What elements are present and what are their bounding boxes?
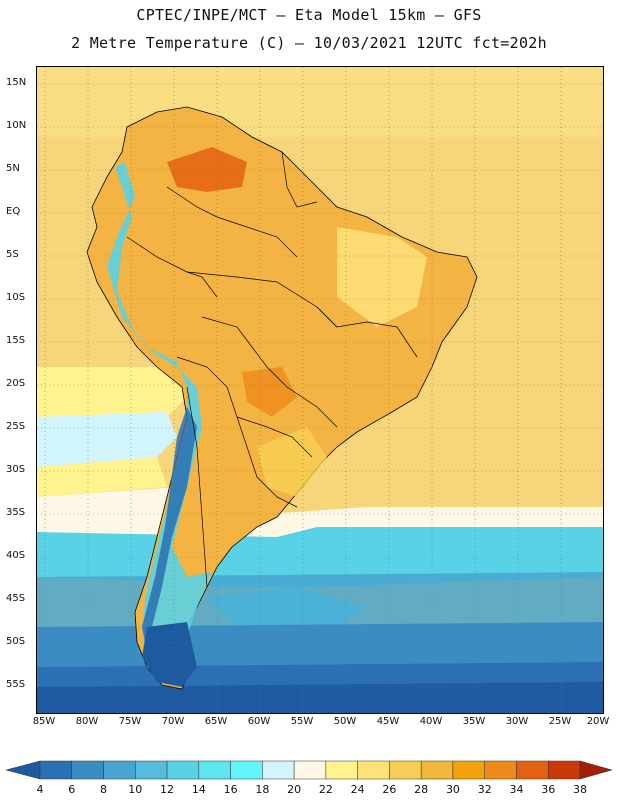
colorbar-swatch [135,760,168,780]
temperature-colorbar [5,760,613,780]
colorbar-swatch [547,760,581,780]
lat-label: 5S [6,249,19,260]
lon-label: 55W [290,716,314,727]
chaco-hot-region [242,367,297,417]
colorbar-tick-label: 34 [509,783,524,796]
lon-label: 50W [333,716,357,727]
colorbar-tick-label: 14 [191,783,206,796]
colorbar-swatch [420,760,454,780]
ocean-24c-band [37,367,187,427]
colorbar-swatch [452,760,485,780]
lon-label: 60W [247,716,271,727]
colorbar-tick-label: 20 [287,783,302,796]
chart-title-line2: 2 Metre Temperature (C) – 10/03/2021 12U… [71,34,547,52]
colorbar-arrow-low [5,760,41,780]
colorbar-swatch [389,760,422,780]
lat-label: 35S [6,507,26,518]
lat-label: 25S [6,421,26,432]
lat-label: 10N [6,120,27,131]
colorbar-swatch [325,760,358,780]
colorbar-tick-label: 22 [318,783,333,796]
northeast-brazil-region [337,227,427,327]
ocean-24c-patch [37,457,167,497]
pampas-region [257,427,327,497]
lat-label: 50S [6,636,26,647]
colorbar-tick-label: 24 [350,783,365,796]
colorbar-tick-label: 16 [223,783,238,796]
chart-title-line1: CPTEC/INPE/MCT – Eta Model 15km – GFS [136,6,482,24]
colorbar-swatch [230,760,263,780]
lat-label: 15S [6,335,26,346]
map-svg [37,67,603,713]
colorbar-tick-label: 26 [382,783,397,796]
colorbar-tick-label: 10 [128,783,143,796]
colorbar-swatch [484,760,517,780]
ocean-cool-band [37,412,177,467]
lon-label: 20W [586,716,610,727]
venezuela-hot-region [167,147,247,192]
colorbar-tick-label: 8 [100,783,108,796]
colorbar-swatch [39,760,73,780]
colorbar-tick-label: 36 [541,783,556,796]
colorbar-swatch [357,760,390,780]
colorbar-tick-label: 38 [573,783,587,796]
lon-label: 65W [204,716,228,727]
ocean-8c-band [37,622,603,667]
lat-label: 40S [6,550,26,561]
lat-label: 55S [6,679,26,690]
lon-label: 40W [419,716,443,727]
lon-label: 35W [462,716,486,727]
lat-label: 20S [6,378,26,389]
temperature-map [36,66,604,714]
lon-label: 30W [505,716,529,727]
lat-label: EQ [6,206,21,217]
lat-label: 15N [6,77,27,88]
lat-label: 10S [6,292,26,303]
colorbar-swatch [516,760,549,780]
colorbar-tick-label: 18 [255,783,270,796]
patagonia-cold [142,622,197,687]
lon-label: 25W [548,716,572,727]
colorbar-swatch [293,760,327,780]
lon-label: 75W [118,716,142,727]
lat-label: 5N [6,163,20,174]
colorbar-swatch [198,760,231,780]
colorbar-tick-label: 28 [414,783,429,796]
lon-label: 85W [32,716,56,727]
country-borders [126,151,418,588]
colorbar-tick-label: 4 [36,783,44,796]
colorbar-tick-label: 6 [68,783,76,796]
lat-label: 45S [6,593,26,604]
colorbar-swatch [262,760,295,780]
colorbar-swatch [71,760,104,780]
ocean-4c-band [37,682,603,713]
colorbar-swatch [166,760,200,780]
ocean-tropical-band [37,67,603,137]
lon-label: 70W [161,716,185,727]
lon-label: 45W [376,716,400,727]
lon-label: 80W [75,716,99,727]
colorbar-tick-label: 30 [445,783,460,796]
colorbar-tick-label: 32 [477,783,492,796]
colorbar-arrow-high [579,760,613,780]
andes-cold-core [142,407,197,667]
colorbar-swatch [103,760,136,780]
lat-label: 30S [6,464,26,475]
colorbar-tick-label: 12 [160,783,175,796]
